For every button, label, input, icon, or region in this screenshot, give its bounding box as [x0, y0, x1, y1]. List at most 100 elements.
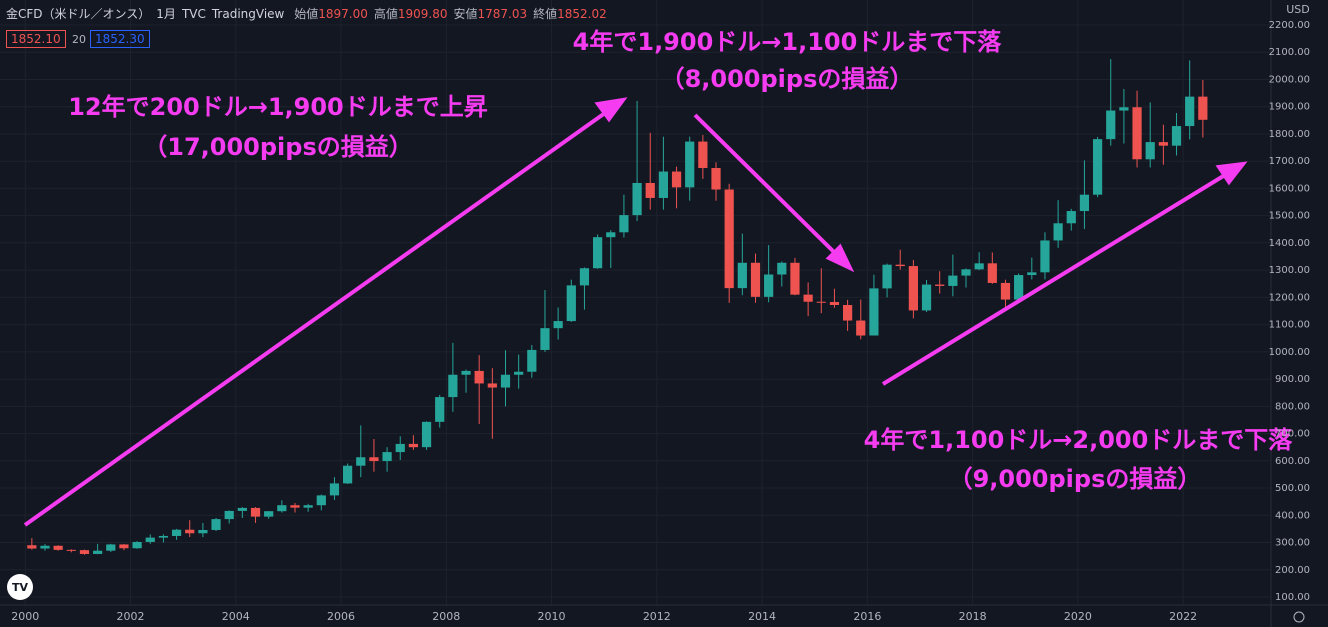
candle-body [1106, 110, 1116, 140]
candle-body [329, 483, 340, 496]
candle-body [935, 284, 945, 286]
y-tick-label: 1100.00 [1269, 320, 1310, 331]
candle-body [619, 215, 629, 233]
candle-body [158, 535, 169, 538]
arrow-head [825, 243, 855, 273]
candle-body [987, 263, 997, 283]
candle-body [948, 275, 958, 286]
y-tick-label: 1300.00 [1269, 265, 1310, 276]
arrows [23, 97, 1248, 527]
ohlc-value: 1909.80 [397, 7, 448, 21]
candle-body [66, 549, 76, 551]
annotation: 4年で1,100ドル→2,000ドルまで下落 [864, 426, 1294, 454]
candle-body [566, 285, 576, 322]
interval: 1月 [156, 7, 176, 21]
y-tick-label: 1600.00 [1269, 183, 1310, 194]
candle-body [974, 263, 984, 270]
candle-body [1185, 96, 1195, 127]
candle-body [461, 370, 471, 375]
candle-body [645, 182, 655, 198]
candle-body [40, 545, 50, 549]
x-tick-label: 2014 [748, 610, 776, 623]
candle-body [1027, 272, 1037, 276]
candle-body [1119, 107, 1129, 111]
candle-body [724, 189, 734, 289]
candle-body [816, 301, 826, 303]
candle-body [842, 305, 853, 321]
y-tick-label: 2100.00 [1269, 47, 1310, 58]
candle-body [356, 457, 366, 466]
y-tick-label: 800.00 [1275, 401, 1310, 412]
x-tick-label: 2006 [327, 610, 355, 623]
x-tick-label: 2008 [432, 610, 460, 623]
candle-body [606, 232, 616, 238]
x-tick-label: 2000 [11, 610, 39, 623]
ohlc-label: 始値 [294, 7, 319, 21]
candle-body [487, 383, 497, 388]
candle-body [474, 370, 484, 384]
x-tick-label: 2010 [538, 610, 566, 623]
candle-body [750, 262, 761, 297]
candle-body [737, 262, 747, 289]
y-tick-label: 2000.00 [1269, 74, 1310, 85]
y-tick-label: 1900.00 [1269, 102, 1310, 113]
candle-body [369, 457, 379, 462]
candle-body [553, 321, 563, 329]
candle-body [395, 443, 405, 453]
arrow [881, 173, 1227, 386]
candle-body [1040, 240, 1050, 273]
y-tick-label: 900.00 [1275, 374, 1310, 385]
bid-box: 1852.10 [6, 30, 66, 48]
candle-body [171, 529, 182, 536]
candle-body [882, 264, 892, 289]
platform: TradingView [211, 7, 285, 21]
arrow [23, 111, 607, 527]
candle-body [421, 421, 432, 448]
candle-body [93, 550, 103, 554]
candle-body [593, 237, 603, 269]
candle-body [1198, 96, 1208, 120]
arrow-head [1215, 161, 1248, 186]
candle-body [53, 545, 63, 550]
annotation: 4年で1,900ドル→1,100ドルまで下落 [573, 28, 1003, 56]
candle-body [224, 510, 234, 520]
candle-body [698, 141, 708, 169]
candle-body [448, 374, 458, 398]
candle-body [540, 328, 550, 350]
x-tick-label: 2018 [959, 610, 987, 623]
candle-body [711, 168, 721, 190]
candle-body [79, 550, 90, 554]
header: 金CFD（米ドル／オンス） 1月 TVC TradingView 始値1897.00 高… [6, 5, 619, 22]
y-tick-label: 500.00 [1275, 483, 1310, 494]
y-tick-label: 200.00 [1275, 565, 1310, 576]
candles [27, 59, 1208, 555]
candle-body [264, 511, 274, 517]
candle-body [1158, 142, 1168, 146]
x-tick-label: 2020 [1064, 610, 1092, 623]
candle-body [1092, 139, 1103, 195]
arrow [693, 113, 838, 256]
candle-body [803, 294, 813, 302]
candle-body [1171, 126, 1182, 146]
annotation: （17,000pipsの損益） [143, 133, 412, 161]
settings-icon[interactable] [1293, 611, 1305, 623]
candle-body [658, 171, 668, 198]
candle-body [764, 274, 774, 297]
y-tick-label: 1200.00 [1269, 292, 1310, 303]
candle-body [132, 541, 142, 549]
candle-body [1145, 142, 1155, 160]
candle-body [435, 397, 445, 422]
y-tick-label: 1000.00 [1269, 347, 1310, 358]
candle-body [303, 505, 313, 508]
candle-body [1014, 275, 1024, 300]
candle-body [895, 264, 905, 267]
candle-body [119, 544, 129, 549]
candle-body [198, 529, 208, 534]
x-tick-label: 2022 [1169, 610, 1197, 623]
candle-body [579, 268, 590, 286]
candle-body [290, 505, 300, 508]
y-tick-label: 2200.00 [1269, 20, 1310, 31]
